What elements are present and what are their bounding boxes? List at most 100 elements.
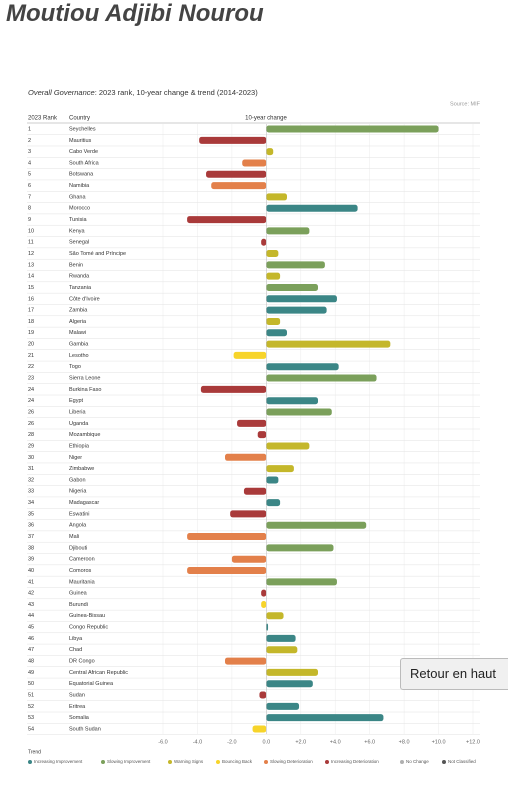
country-label: Mauritius [69,138,92,144]
rank-label: 7 [28,194,31,200]
x-tick-label: -4.0 [193,739,202,745]
country-label: Eritrea [69,704,86,710]
legend-label: Increasing Improvement [34,759,83,764]
rank-label: 37 [28,534,34,540]
country-label: Chad [69,647,82,653]
country-label: Togo [69,364,81,370]
bar [233,351,267,359]
x-tick-label: +12.0 [466,739,480,745]
country-label: Guinea-Bissau [69,613,105,619]
bar [266,714,384,722]
legend-swatch [442,760,446,764]
country-label: Sierra Leone [69,376,101,382]
rank-header: 2023 Rank [28,116,58,122]
bar [266,295,337,303]
rank-label: 11 [28,240,34,246]
rank-label: 29 [28,443,34,449]
bar [266,668,318,676]
bar [242,159,267,167]
rank-label: 10 [28,228,34,234]
rank-label: 14 [28,274,34,280]
bar [266,408,332,416]
country-label: Ethiopia [69,443,90,449]
bar [266,646,298,654]
country-label: Seychelles [69,126,96,132]
rank-label: 41 [28,579,34,585]
country-label: Mauritania [69,579,96,585]
bar [187,216,267,224]
bar [259,691,267,699]
country-label: Cabo Verde [69,149,98,155]
bar [266,476,279,484]
bar [266,521,367,529]
x-tick-label: +6.0 [364,739,375,745]
country-label: Niger [69,455,82,461]
country-label: Congo Republic [69,625,108,631]
bar [266,193,287,201]
bar [257,431,267,439]
chart-title: Overall Governance: 2023 rank, 10-year c… [28,88,258,97]
country-label: Lesotho [69,353,89,359]
country-label: Djibouti [69,545,87,551]
rank-label: 49 [28,670,34,676]
rank-label: 28 [28,432,34,438]
source: Source: MIF [450,101,481,107]
legend-label: Slowing Deterioration [270,759,313,764]
country-label: Namibia [69,183,90,189]
bar [266,702,300,710]
bar [261,589,267,597]
bar [266,306,327,314]
bar [266,227,310,235]
country-label: South Africa [69,160,100,166]
bar [266,374,377,382]
bar [266,465,294,473]
bar [266,544,334,552]
bar [266,363,339,371]
rank-label: 12 [28,251,34,257]
bar [266,250,279,258]
rank-label: 43 [28,602,34,608]
country-label: Mali [69,534,79,540]
country-label: Côte d'Ivoire [69,296,100,302]
rank-label: 36 [28,523,34,529]
rank-label: 32 [28,477,34,483]
rank-label: 3 [28,149,31,155]
bar [266,634,296,642]
bar [231,555,267,563]
rank-label: 1 [28,126,31,132]
country-label: Central African Republic [69,670,128,676]
country-label: Morocco [69,206,90,212]
rank-label: 20 [28,342,34,348]
rank-label: 17 [28,308,34,314]
bar [266,329,287,337]
country-label: Zambia [69,308,88,314]
rank-label: 5 [28,172,31,178]
legend-swatch [168,760,172,764]
legend-title: Trend [28,749,41,755]
country-label: DR Congo [69,659,95,665]
back-to-top-button[interactable]: Retour en haut [400,658,508,690]
rank-label: 6 [28,183,31,189]
bar [266,612,284,620]
country-label: São Tomé and Príncipe [69,251,126,257]
rank-label: 47 [28,647,34,653]
country-label: Uganda [69,421,89,427]
bar [206,170,267,178]
rank-label: 51 [28,692,34,698]
bar [266,397,318,405]
bar [266,261,325,269]
country-label: Sudan [69,692,85,698]
country-label: Benin [69,262,83,268]
bar [266,578,337,586]
rank-label: 24 [28,398,34,404]
bar [199,136,267,144]
bar [266,317,281,325]
country-label: Liberia [69,409,86,415]
bar [243,487,267,495]
value-header: 10-year change [245,116,287,122]
rank-label: 50 [28,681,34,687]
legend-swatch [28,760,32,764]
rank-label: 38 [28,545,34,551]
